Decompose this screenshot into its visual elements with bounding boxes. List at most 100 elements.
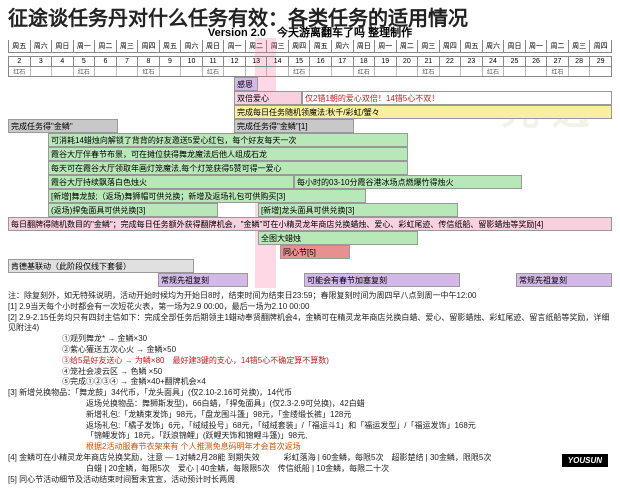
- weekday-cell: 周六: [483, 40, 505, 52]
- timeline-segment: 完成任务得"金鳞": [8, 119, 118, 133]
- timeline-row: 霞谷大厅伴春节布景，可在摊位获得舞龙魔法后他人组成石龙: [8, 147, 612, 161]
- timeline-segment: [新增]舞龙鼓;（返场)舞狮帽可供兑换；新增及返场礼包可供购买[3]: [48, 189, 366, 203]
- day-cell: 8: [138, 57, 160, 66]
- day-cell: 26: [526, 57, 548, 66]
- timeline-segment: 可能会有春节加塞复刻: [304, 273, 460, 287]
- weekday-cell: 周日: [504, 40, 526, 52]
- weekday-cell: 周一: [224, 40, 246, 52]
- sublabel-cell: [246, 67, 268, 76]
- sublabel-cell: [160, 67, 182, 76]
- timeline-row: 肯德基联动（此阶段仅线下套餐）: [8, 259, 612, 273]
- timeline-segment: 可消耗14蜡烛向解锁了背背的好友邀送5爱心红包，每个好友每天一次: [48, 133, 408, 147]
- footnote-line: [1] 2.9当天每个小时都会有一次短花火表，第一场为2.9 00:00，最后一…: [8, 302, 612, 313]
- timeline-row: 每天可在霞谷大厅领取年画灯笼魔法,每个灯笼获得5赞可得一爱心: [8, 161, 612, 175]
- weekday-cell: 周三: [569, 40, 591, 52]
- sublabel-cell: [95, 67, 117, 76]
- timeline-segment: 感恩: [234, 77, 258, 91]
- day-cell: 17: [332, 57, 354, 66]
- sublabel-cell: 红石: [418, 67, 440, 76]
- weekday-cell: 周三: [418, 40, 440, 52]
- weekday-cell: 周二: [397, 40, 419, 52]
- timeline-segment: 霞谷大厅伴春节布景，可在摊位获得舞龙魔法后他人组成石龙: [48, 147, 408, 161]
- timeline-segment: [248, 273, 304, 287]
- day-cell: 13: [246, 57, 268, 66]
- weekday-cell: 周四: [289, 40, 311, 52]
- sublabel-cell: 红石: [354, 67, 376, 76]
- timeline-row: 每日翻牌得随机数目的"金鳞"；完成每日任务额外获得翻牌机会，"金鳞"可在小精灵龙…: [8, 217, 612, 231]
- footnote-line: 返场兑换物品：舞狮斯发型)，66白蜡，「捍兔面具」(仅2.3-2.9可兑换)，4…: [8, 399, 612, 410]
- timeline-segment: [458, 203, 612, 217]
- day-cell: 21: [418, 57, 440, 66]
- sublabel-cell: [375, 67, 397, 76]
- weekday-cell: 周五: [9, 40, 31, 52]
- weekday-cell: 周四: [590, 40, 611, 52]
- weekday-cell: 周五: [310, 40, 332, 52]
- timeline-segment: [194, 259, 612, 273]
- timeline-segment: 常规先祖复刻: [158, 273, 248, 287]
- footnote-line: 返场礼包:「橘子发饰」6元，「绒绒投号」68元，「绒绒套装」/「福运斗1」和「福…: [8, 421, 612, 432]
- timeline-segment: [8, 245, 280, 259]
- weekday-cell: 周日: [52, 40, 74, 52]
- footnote-line: 「锦鲤发饰」18元，「跃浪锦鲤」(跃鲤天饰和锦鲤斗篷)」98元,: [8, 431, 612, 442]
- sublabel-cell: [526, 67, 548, 76]
- day-cell: 12: [224, 57, 246, 66]
- footnote-line: 根据2活动服春节衣架来有 个人推测免息码明年才会首次返场: [8, 442, 612, 453]
- timeline-segment: [8, 147, 48, 161]
- footnote-line: 注：除复刻外，如无特殊说明，活动开始时候均为开始日8时，结束时间为结束日23:5…: [8, 291, 612, 302]
- timeline-segment: [408, 147, 612, 161]
- day-cell: 19: [375, 57, 397, 66]
- footnote-line: 白蜡 | 20金鳞，每限5次 爱心 | 40金鳞，每限限5次 传信纸船 | 10…: [8, 464, 612, 475]
- weekday-cell: 周一: [526, 40, 548, 52]
- timeline-segment: 全图大蜡烛: [258, 231, 418, 245]
- footnote-line: ③给5是好友送心 → 为鳞×80 最好建3键的支心，14错5心不确定算不算数): [8, 356, 612, 367]
- sublabel-cell: 红石: [289, 67, 311, 76]
- sublabel-cell: [504, 67, 526, 76]
- sublabel-cell: [267, 67, 289, 76]
- day-cell: 23: [461, 57, 483, 66]
- day-cell: 2: [9, 57, 31, 66]
- sublabel-cell: 红石: [74, 67, 96, 76]
- sublabel-cell: [117, 67, 139, 76]
- sublabel-cell: 红石: [203, 67, 225, 76]
- sublabel-cell: 红石: [9, 67, 31, 76]
- timeline-segment: [408, 133, 612, 147]
- sublabel-cell: [461, 67, 483, 76]
- timeline-rows: 感恩双倍爱心仅2错1朝的爱心双倍！14错5心不双！完成每日任务随机领魔法:秋千/…: [8, 77, 612, 287]
- timeline-segment: [8, 189, 48, 203]
- sublabel-cell: [397, 67, 419, 76]
- timeline-segment: [460, 273, 516, 287]
- timeline-segment: [8, 133, 48, 147]
- sublabel-cell: [440, 67, 462, 76]
- day-cell: 20: [397, 57, 419, 66]
- timeline-segment: [8, 231, 258, 245]
- timeline-segment: 常规先祖复刻: [516, 273, 612, 287]
- timeline-segment: [258, 77, 612, 91]
- day-cell: 28: [569, 57, 591, 66]
- footnote-line: ②紫心獾送五次心火 → 金鳞×50: [8, 345, 612, 356]
- sublabel-cell: 红石: [138, 67, 160, 76]
- sublabel-cell: [31, 67, 53, 76]
- timeline-segment: 肯德基联动（此阶段仅线下套餐）: [8, 259, 194, 273]
- timeline-segment: [522, 175, 612, 189]
- sublabel-cell: 红石: [547, 67, 569, 76]
- timeline-segment: 完成每日任务随机领魔法:秋千/彩虹/蟹々: [234, 105, 612, 119]
- sublabel-cell: [52, 67, 74, 76]
- footnote-line: [3] 新增兑换物品：「舞龙鼓」34代币，「龙头面具」(仅2.10-2.16可兑…: [8, 388, 612, 399]
- timeline-row: 霞谷大厅持续飘落白色烛火每小时的03-10分霞谷港冰场点燃爆竹得烛火: [8, 175, 612, 189]
- timeline-segment: [418, 231, 612, 245]
- day-cell: 22: [440, 57, 462, 66]
- timeline-segment: 每天可在霞谷大厅领取年画灯笼魔法,每个灯笼获得5赞可得一爱心: [48, 161, 408, 175]
- weekday-cell: 周一: [74, 40, 96, 52]
- day-cell: 10: [181, 57, 203, 66]
- weekday-cell: 周二: [95, 40, 117, 52]
- timeline-row: (返场)捍兔面具可供兑换[3][新增]龙头面具可供兑换[3]: [8, 203, 612, 217]
- timeline-segment: [8, 273, 158, 287]
- timeline-segment: 完成任务得"金鳞"[1]: [234, 119, 354, 133]
- day-cell: 18: [354, 57, 376, 66]
- weekday-cell: 周六: [31, 40, 53, 52]
- day-cell: 11: [203, 57, 225, 66]
- sublabel-cell: [569, 67, 591, 76]
- day-cell: 9: [160, 57, 182, 66]
- day-cell: 7: [117, 57, 139, 66]
- weekday-cell: 周一: [375, 40, 397, 52]
